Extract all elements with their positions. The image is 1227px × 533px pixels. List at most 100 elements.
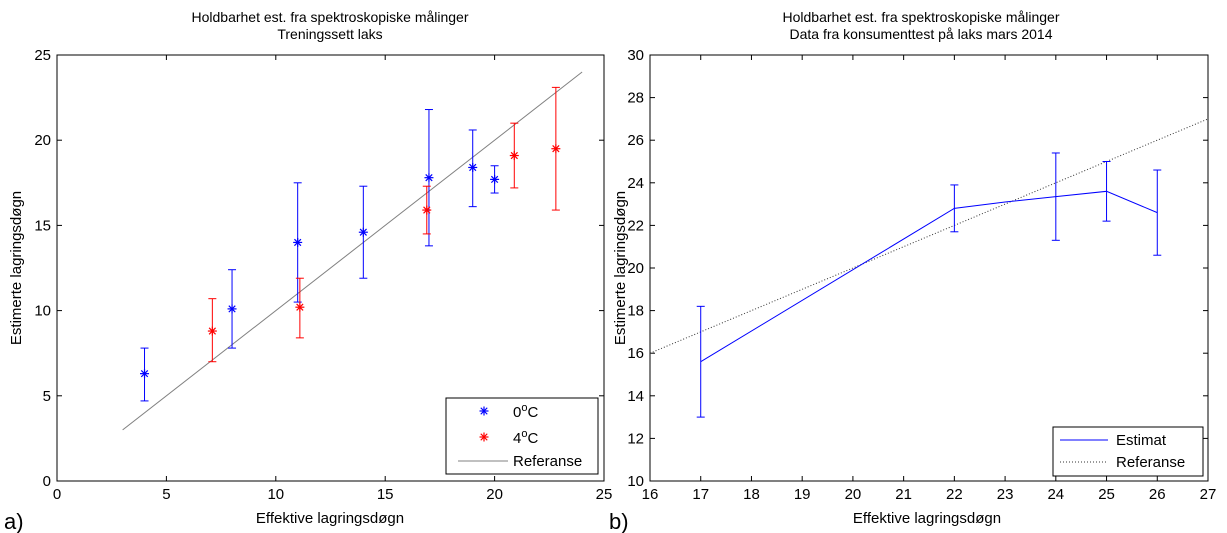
chart-a-ytick-label: 20: [34, 132, 51, 149]
chart-b-ytick-label: 20: [627, 260, 644, 277]
point-4c: [422, 205, 432, 215]
errorbar-estimat: [950, 184, 959, 233]
chart-b-ytick-label: 24: [627, 175, 644, 192]
point-0c: [468, 162, 478, 172]
chart-b: Holdbarhet est. fra spektroskopiske måli…: [609, 9, 1216, 533]
chart-b-xtick-label: 20: [845, 486, 862, 503]
chart-b-legend: Estimat Referanse: [1052, 426, 1204, 477]
chart-b-title-line2: Data fra konsumenttest på laks mars 2014: [789, 26, 1052, 42]
legend-label-estimat: Estimat: [1116, 432, 1167, 449]
chart-a-data: [122, 71, 583, 431]
point-4c: [207, 326, 217, 336]
legend-label-referanse-b: Referanse: [1116, 454, 1185, 471]
errorbar-estimat: [1051, 152, 1060, 241]
point-4c-stroke: [510, 151, 518, 160]
point-4c: [509, 151, 519, 161]
reference-line-b: [649, 118, 1209, 354]
point-0c: [140, 369, 150, 379]
chart-b-plot-frame: [649, 54, 1209, 482]
chart-a-legend: 0oC 4oC Referanse: [445, 397, 599, 475]
chart-a-ytick-label: 5: [43, 388, 51, 405]
chart-b-xtick-label: 17: [692, 486, 709, 503]
errorbar-estimat: [1153, 169, 1162, 256]
point-0c: [424, 173, 434, 183]
point-0c: [358, 227, 368, 237]
chart-a-xlabel: Effektive lagringsdøgn: [256, 510, 404, 527]
chart-a-ylabel: Estimerte lagringsdøgn: [8, 191, 25, 345]
chart-b-xtick-label: 19: [794, 486, 811, 503]
errorbar-estimat: [1102, 161, 1111, 222]
point-0c-stroke: [294, 238, 302, 247]
chart-b-ylabel: Estimerte lagringsdøgn: [612, 191, 629, 345]
chart-b-ytick-label: 18: [627, 303, 644, 320]
chart-a-xtick-label: 0: [53, 486, 61, 503]
legend-label-0c: 0oC: [513, 402, 538, 421]
legend-asterisk-4c: [479, 432, 489, 442]
chart-a-xtick-label: 20: [486, 486, 503, 503]
point-0c-stroke: [359, 228, 367, 236]
chart-b-xtick-label: 24: [1047, 486, 1064, 503]
chart-b-ytick-label: 26: [627, 132, 644, 149]
legend-label-4c: 4oC: [513, 428, 538, 447]
point-4c: [295, 302, 305, 312]
errorbar-estimat: [696, 305, 705, 418]
point-4c-stroke: [552, 145, 560, 153]
point-0c-stroke: [490, 175, 499, 184]
chart-b-ytick-label: 22: [627, 217, 644, 234]
chart-b-xtick-label: 18: [743, 486, 760, 503]
point-4c-stroke: [208, 327, 217, 335]
chart-b-ticks: 16 17 18 19 20 21 22 23 24 25 26 27 10 12 14 16 18 20 22 24…: [627, 47, 1216, 503]
chart-a-ytick-label: 10: [34, 303, 51, 320]
chart-a-ytick-label: 15: [34, 217, 51, 234]
chart-a-legend-box: [445, 397, 599, 475]
point-0c-stroke: [425, 174, 433, 182]
legend-marker-4c: [479, 432, 489, 442]
chart-a-title-line1: Holdbarhet est. fra spektroskopiske måli…: [191, 9, 468, 25]
point-4c-stroke: [423, 206, 431, 214]
chart-a-title-line2: Treningssett laks: [277, 26, 382, 42]
point-4c: [551, 144, 561, 154]
chart-b-panel-label: b): [609, 509, 629, 533]
chart-a-xtick-label: 15: [377, 486, 394, 503]
chart-b-ytick-label: 14: [627, 388, 644, 405]
point-4c-stroke: [296, 303, 304, 311]
chart-b-xlabel: Effektive lagringsdøgn: [853, 510, 1001, 527]
chart-a-ytick-label: 25: [34, 47, 51, 64]
legend-asterisk-4c-stroke: [480, 433, 488, 441]
chart-a-xtick-label: 25: [596, 486, 613, 503]
chart-a-ytick-label: 0: [43, 473, 51, 490]
chart-a-xtick-label: 10: [267, 486, 284, 503]
chart-b-xtick-label: 25: [1098, 486, 1115, 503]
legend-marker-0c: [479, 406, 489, 416]
chart-b-ytick-label: 12: [627, 430, 644, 447]
point-0c-stroke: [469, 163, 477, 172]
point-0c-stroke: [140, 369, 149, 378]
legend-label-referanse-a: Referanse: [513, 453, 582, 470]
chart-b-xtick-label: 22: [946, 486, 963, 503]
reference-line-a: [122, 71, 583, 431]
chart-a: Holdbarhet est. fra spektroskopiske måli…: [4, 9, 612, 533]
chart-b-xtick-label: 21: [895, 486, 912, 503]
chart-a-xtick-label: 5: [162, 486, 170, 503]
point-0c-stroke: [228, 305, 236, 313]
estimat-line: [700, 190, 1158, 363]
chart-b-data: [649, 118, 1209, 418]
chart-b-ytick-label: 28: [627, 90, 644, 107]
point-0c: [490, 174, 500, 184]
chart-b-ytick-label: 16: [627, 345, 644, 362]
chart-b-title-line1: Holdbarhet est. fra spektroskopiske måli…: [782, 9, 1059, 25]
chart-b-xtick-label: 16: [642, 486, 659, 503]
chart-b-legend-box: [1052, 426, 1204, 477]
chart-b-xtick-label: 27: [1200, 486, 1217, 503]
legend-asterisk-0c-stroke: [480, 407, 488, 415]
chart-b-ytick-label: 30: [627, 47, 644, 64]
chart-b-xtick-label: 26: [1149, 486, 1166, 503]
legend-asterisk-0c: [479, 406, 489, 416]
chart-b-ytick-label: 10: [627, 473, 644, 490]
point-0c: [227, 304, 237, 314]
chart-a-ticks: 0 5 10 15 20 25 0 5 10 15 20 25: [34, 47, 612, 503]
chart-b-xtick-label: 23: [997, 486, 1014, 503]
chart-a-panel-label: a): [4, 509, 24, 533]
point-0c: [293, 237, 303, 247]
